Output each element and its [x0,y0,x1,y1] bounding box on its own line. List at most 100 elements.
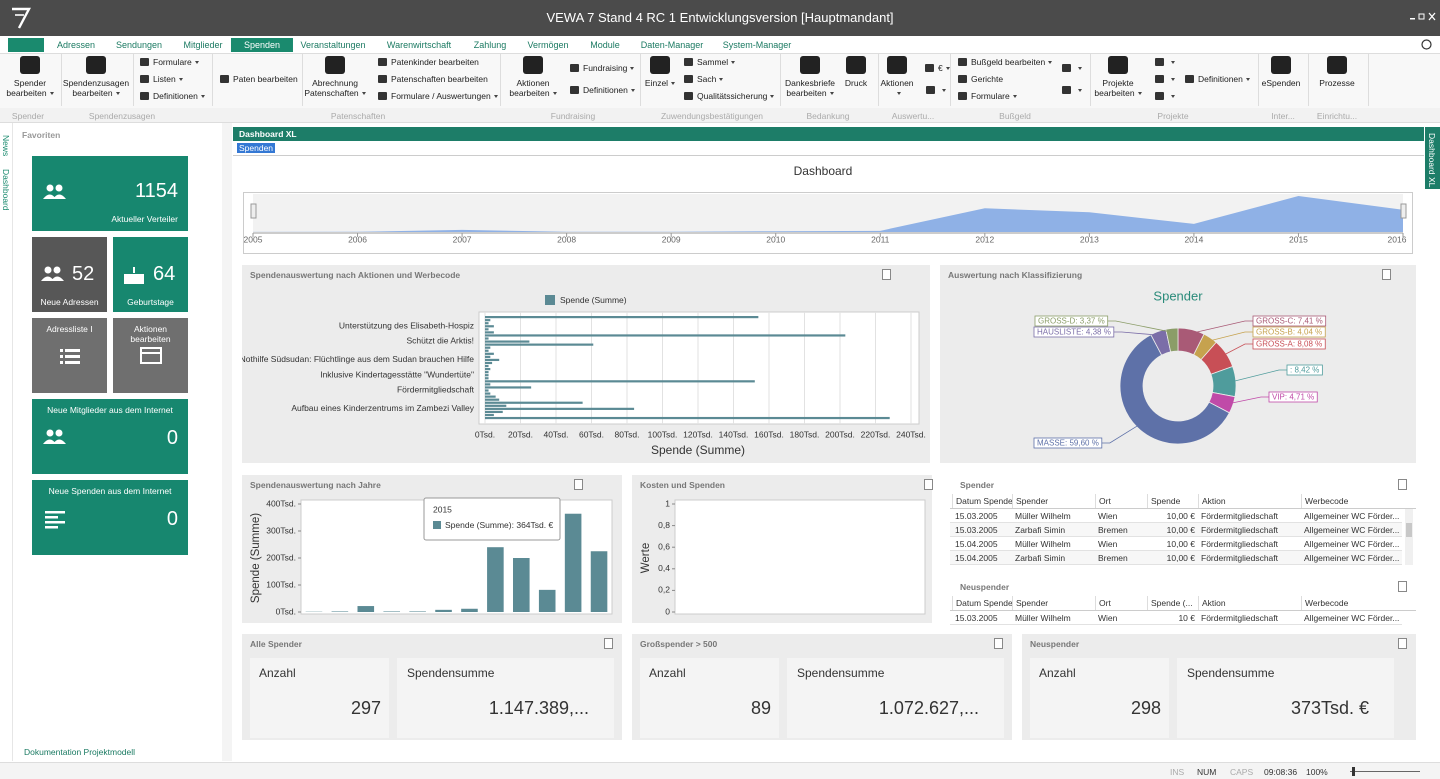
ribbon-small-button[interactable]: Patenschaften bearbeiten [378,74,488,84]
ribbon-small-button[interactable]: Qualitätssicherung [684,91,774,101]
ribbon-button[interactable]: Spender bearbeiten [1,56,59,98]
ribbon-small-button[interactable]: Definitionen [570,85,635,95]
ribbon-button[interactable]: Abrechnung Patenschaften [300,56,370,98]
ribbon-button[interactable]: Einzel [640,56,680,88]
column-header[interactable]: Werbecode [1301,494,1401,508]
column-header[interactable]: Spende (... [1147,596,1198,610]
ribbon-small-button[interactable]: Bußgeld bearbeiten [958,57,1052,67]
column-header[interactable]: Datum Spende [952,494,1012,508]
ribbon-small-button[interactable]: Patenkinder bearbeiten [378,57,479,67]
sidebar-tab[interactable]: Dashboard [1,169,11,211]
export-icon[interactable] [574,479,583,490]
scrollbar-thumb[interactable] [1406,523,1412,537]
table-row[interactable] [950,509,1402,523]
menu-tab[interactable]: Module [590,40,620,50]
export-icon[interactable] [924,479,933,490]
window-controls[interactable] [1410,12,1438,22]
zoom-slider[interactable] [1350,771,1420,772]
ribbon-icon-button[interactable] [1155,74,1175,84]
app-logo [12,7,31,29]
documentation-link[interactable]: Dokumentation Projektmodell [24,747,136,757]
ribbon-small-button[interactable]: Formulare [958,91,1017,101]
export-icon[interactable] [1398,638,1407,649]
ribbon-button[interactable]: Prozesse [1314,56,1360,88]
column-header[interactable]: Ort [1095,596,1147,610]
filter-select[interactable]: Spenden [237,143,276,153]
app-menu-button[interactable] [8,38,44,52]
ribbon-small-button[interactable]: Listen [140,74,183,84]
ribbon-icon-button[interactable] [1155,57,1175,67]
column-header[interactable]: Spende [1147,494,1198,508]
table-row[interactable] [950,551,1402,565]
ribbon-small-button[interactable]: Formulare [140,57,199,67]
menu-tab[interactable]: Veranstaltungen [300,40,366,50]
zoom-thumb[interactable] [1352,767,1355,776]
favorite-tile[interactable]: Adressliste I [32,318,107,393]
ribbon-button[interactable]: Aktionen bearbeiten [508,56,558,98]
column-header[interactable]: Ort [1095,494,1147,508]
column-header[interactable]: Spender [1012,494,1095,508]
menu-tab[interactable]: Sendungen [115,40,163,50]
ribbon-icon-button[interactable] [1062,85,1082,95]
ribbon-small-button[interactable]: Definitionen [140,91,205,101]
ribbon-small-button[interactable]: Gerichte [958,74,1003,84]
menu-tab[interactable]: Adressen [56,40,96,50]
panel-title: Auswertung nach Klassifizierung [948,270,1083,280]
menu-tab[interactable]: Vermögen [527,40,569,50]
ribbon-small-button[interactable]: Formulare / Auswertungen [378,91,498,101]
ribbon-small-button[interactable]: € [925,63,950,73]
column-header[interactable]: Spender [1012,596,1095,610]
export-icon[interactable] [1398,479,1407,490]
favorite-tile[interactable]: 64 Geburtstage [113,237,188,312]
ribbon-button[interactable]: Spendenzusagen bearbeiten [61,56,131,98]
favorite-tile[interactable]: Neue Mitglieder aus dem Internet 0 [32,399,188,474]
range-handle[interactable] [1400,203,1407,219]
side-tab[interactable]: Dashboard XL [1425,127,1440,189]
y-tick-label: 0,6 [658,541,670,551]
export-icon[interactable] [994,638,1003,649]
ribbon-button[interactable]: Projekte bearbeiten [1090,56,1146,98]
icon-shape [65,361,80,364]
menu-tab[interactable]: Zahlung [473,40,507,50]
sidebar-tab[interactable]: News [1,135,11,157]
menu-tab[interactable]: Daten-Manager [640,40,704,50]
column-header[interactable]: Aktion [1198,494,1301,508]
ribbon-icon-button[interactable] [1062,63,1082,73]
export-icon[interactable] [1382,269,1391,280]
column-header[interactable]: Aktion [1198,596,1301,610]
export-icon[interactable] [604,638,613,649]
ribbon-small-button[interactable]: Sammel [684,57,735,67]
column-header[interactable]: Werbecode [1301,596,1401,610]
side-tab-label[interactable]: Dashboard XL [1427,133,1437,188]
bar [485,334,846,337]
table-row[interactable] [950,523,1402,537]
favorite-tile[interactable]: 1154 Aktueller Verteiler [32,156,188,231]
menu-tab[interactable]: Mitglieder [183,40,223,50]
ribbon-button[interactable]: eSpenden [1258,56,1304,88]
column-header[interactable]: Datum Spende [952,596,1012,610]
menu-tab[interactable]: System-Manager [722,40,792,50]
ribbon-icon-button[interactable] [1155,91,1175,101]
export-icon[interactable] [882,269,891,280]
x-tick-label: 2009 [662,234,681,244]
ribbon-small-button[interactable]: Sach [684,74,723,84]
table-row[interactable] [950,611,1402,625]
ribbon-button[interactable]: Aktionen [877,56,917,98]
menu-tab[interactable]: Spenden [230,38,294,52]
ribbon-button[interactable]: Dankesbriefe bearbeiten [780,56,840,98]
ribbon-small-button[interactable]: Fundraising [570,63,634,73]
ribbon-icon-button[interactable] [926,85,946,95]
table-row[interactable] [950,537,1402,551]
ribbon-button[interactable]: Druck [838,56,874,88]
favorite-tile[interactable]: 52 Neue Adressen [32,237,107,312]
range-handle[interactable] [250,203,257,219]
favorite-tile[interactable]: Neue Spenden aus dem Internet 0 [32,480,188,555]
export-icon[interactable] [1398,581,1407,592]
menu-tab[interactable]: Warenwirtschaft [386,40,452,50]
ribbon-small-button[interactable]: Definitionen [1185,74,1250,84]
timeline-area [253,196,1403,232]
help-icon[interactable] [1421,39,1432,50]
ribbon-small-button[interactable]: Paten bearbeiten [220,74,298,84]
favorite-tile[interactable]: Aktionen bearbeiten [113,318,188,393]
